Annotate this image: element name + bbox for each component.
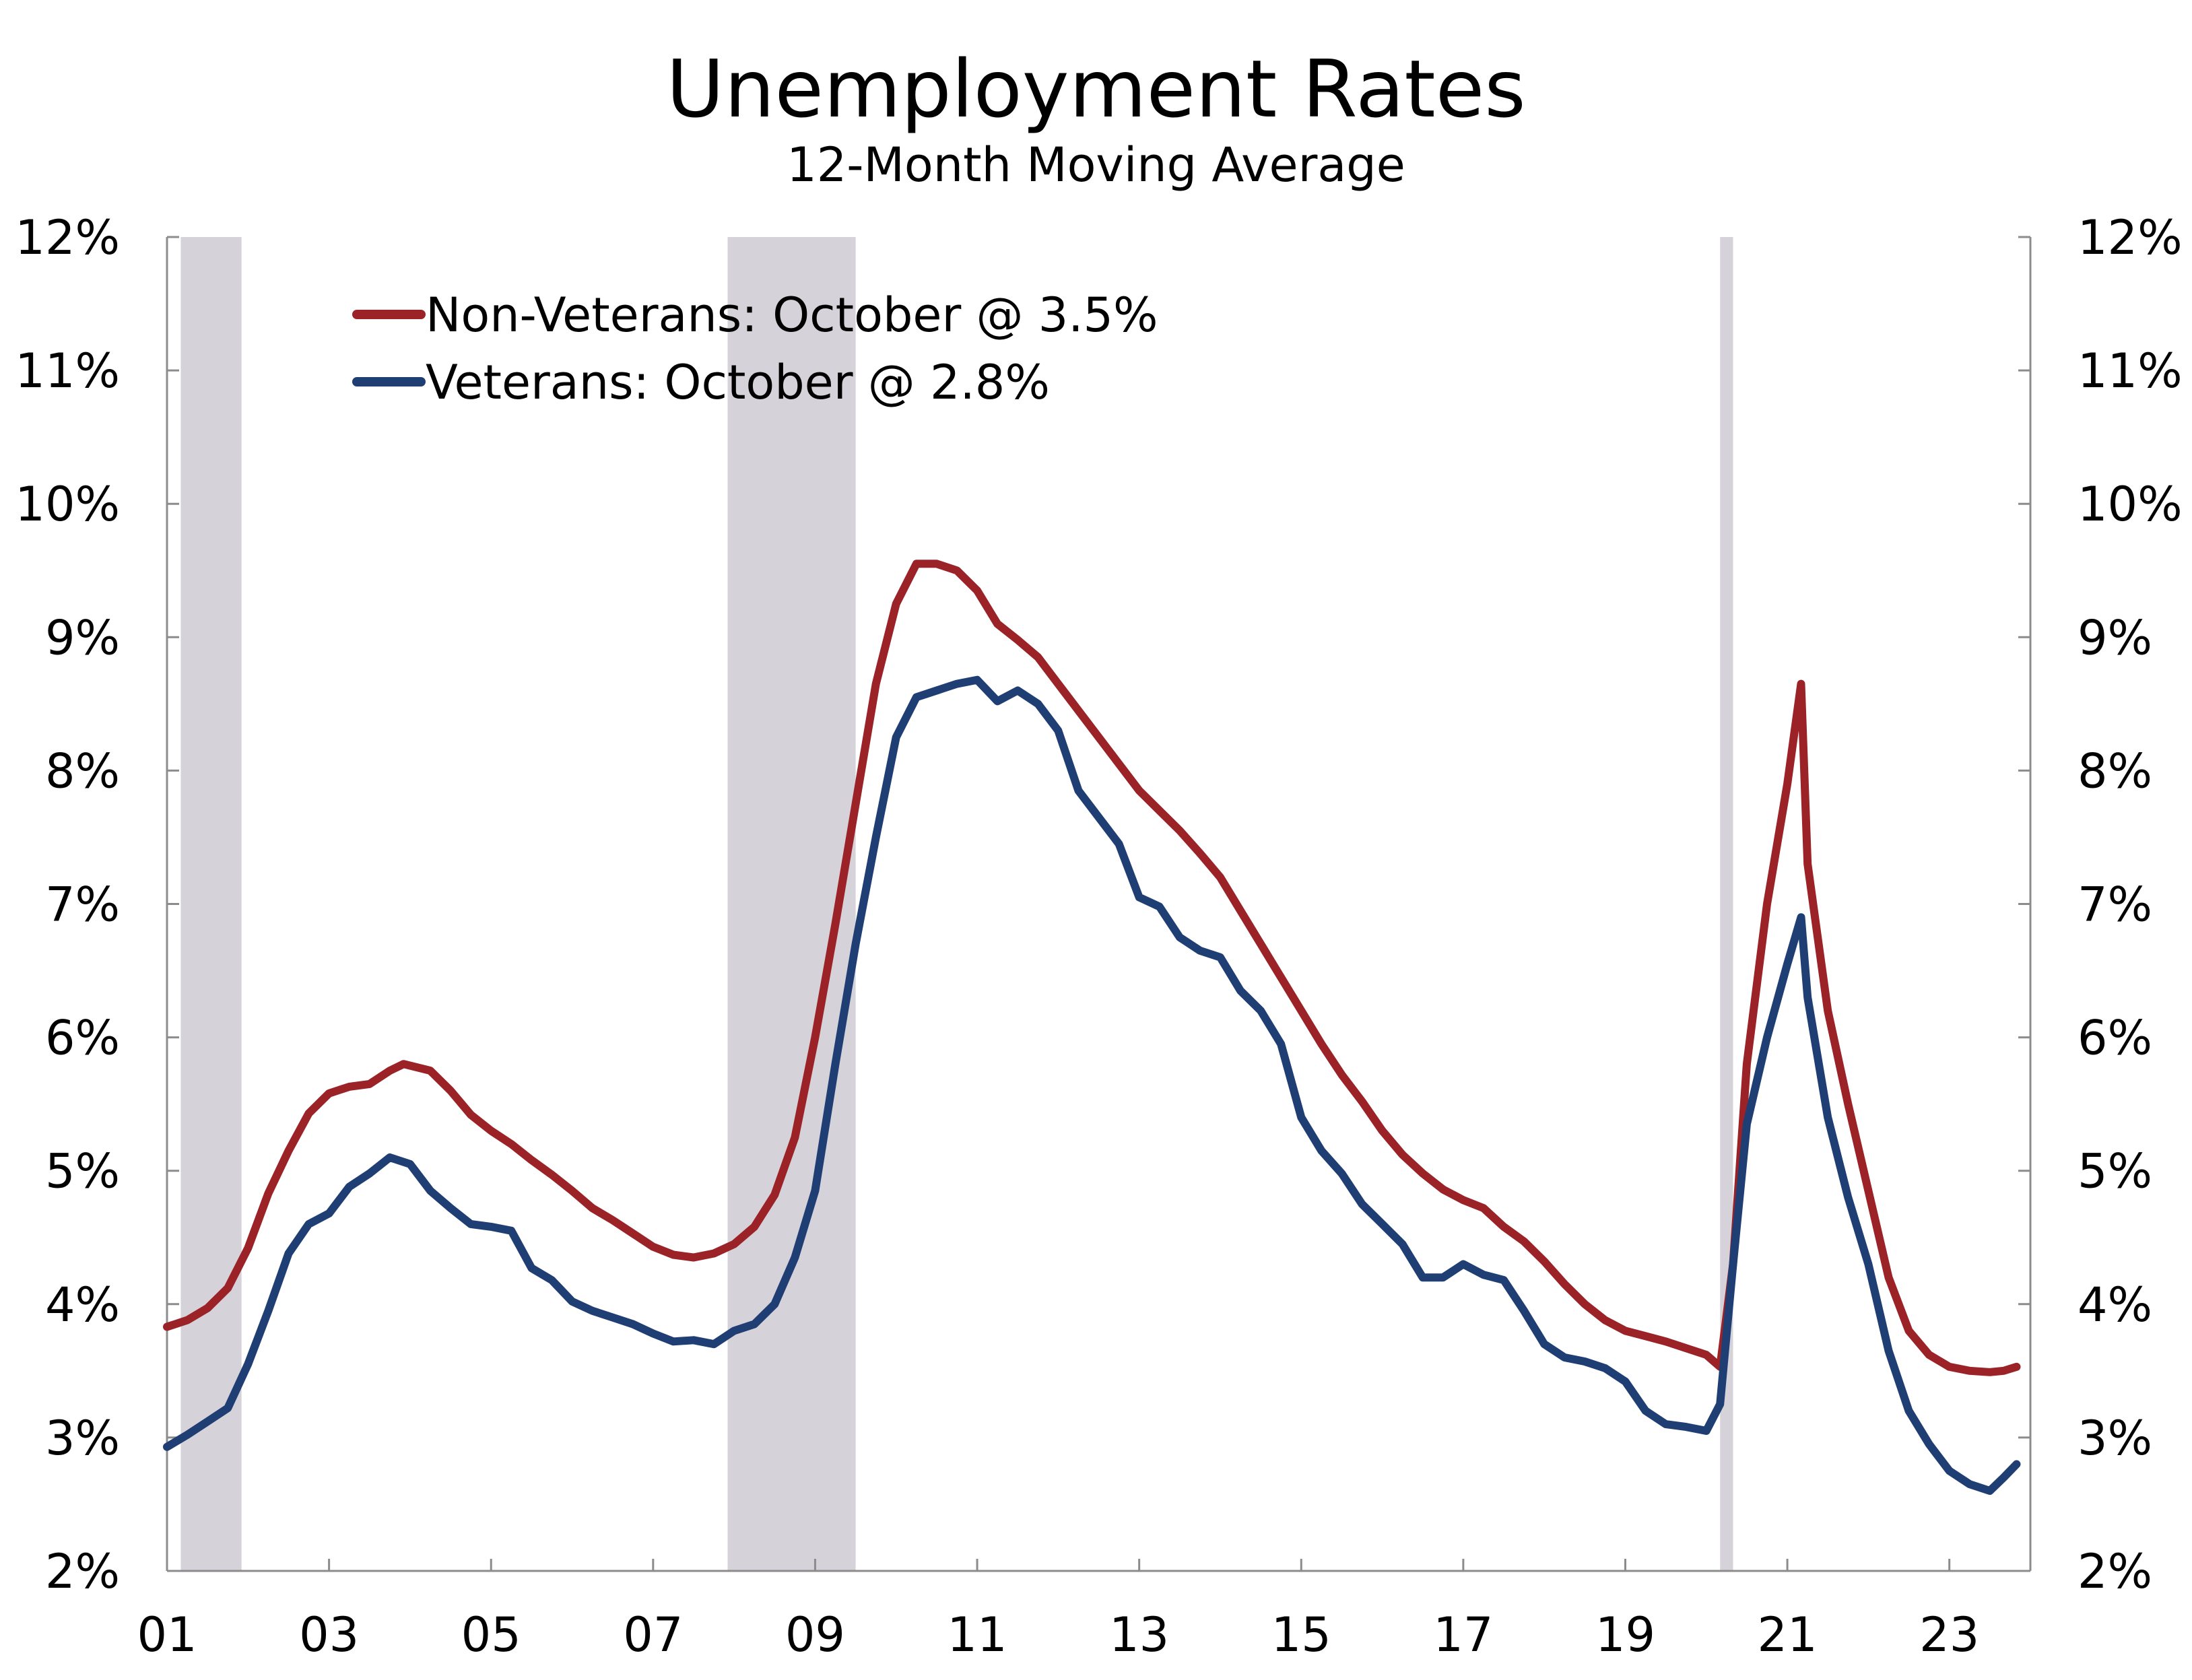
y-tick-label-left: 3% [45,1411,120,1466]
x-tick-label: 07 [623,1607,683,1662]
axes: 2% 2% 3% 3% 4% 4% 5% 5% 6% 6% 7% 7% 8% 8% 9% 9% 10% 10% 11… [15,210,2182,1662]
x-tick-label: 01 [137,1607,197,1662]
y-tick-label-right: 9% [2078,610,2152,665]
x-tick-label: 09 [785,1607,845,1662]
x-tick-label: 19 [1595,1607,1655,1662]
legend-label: Non-Veterans: October @ 3.5% [426,288,1158,343]
y-tick-label-right: 11% [2078,343,2183,399]
y-tick-label-left: 2% [45,1544,120,1599]
recession-bands [180,237,1733,1571]
y-tick-label-left: 4% [45,1277,120,1333]
recession-band [180,237,242,1571]
y-tick-label-left: 7% [45,877,120,933]
y-tick-label-right: 10% [2078,477,2183,532]
y-tick-label-right: 4% [2078,1277,2152,1333]
x-tick-label: 15 [1271,1607,1331,1662]
x-tick-label: 03 [299,1607,359,1662]
legend: Non-Veterans: October @ 3.5% Veterans: Oc… [352,288,1158,410]
series-line-non-veterans [163,560,2021,1376]
x-tick-label: 23 [1919,1607,1979,1662]
x-tick-label: 05 [461,1607,521,1662]
x-tick-label: 11 [948,1607,1007,1662]
y-tick-label-right: 12% [2078,210,2183,265]
chart-title: Unemployment Rates [666,42,1526,135]
x-tick-label: 13 [1109,1607,1169,1662]
y-tick-label-left: 12% [15,210,120,265]
x-tick-label: 17 [1433,1607,1493,1662]
y-tick-label-left: 8% [45,743,120,799]
y-tick-label-left: 10% [15,477,120,532]
chart-subtitle: 12-Month Moving Average [787,137,1405,193]
y-tick-label-right: 7% [2078,877,2152,933]
legend-label: Veterans: October @ 2.8% [426,355,1050,410]
x-tick-label: 21 [1758,1607,1818,1662]
series-line-veterans [163,675,2021,1496]
recession-band [727,237,856,1571]
y-tick-label-left: 5% [45,1144,120,1199]
y-tick-label-right: 3% [2078,1411,2152,1466]
y-tick-label-left: 9% [45,610,120,665]
y-tick-label-right: 2% [2078,1544,2152,1599]
recession-band [1720,237,1733,1571]
y-tick-label-right: 5% [2078,1144,2152,1199]
y-tick-label-left: 6% [45,1011,120,1066]
y-tick-label-right: 6% [2078,1011,2152,1066]
y-tick-label-right: 8% [2078,743,2152,799]
y-tick-label-left: 11% [15,343,120,399]
series-lines [163,560,2021,1496]
